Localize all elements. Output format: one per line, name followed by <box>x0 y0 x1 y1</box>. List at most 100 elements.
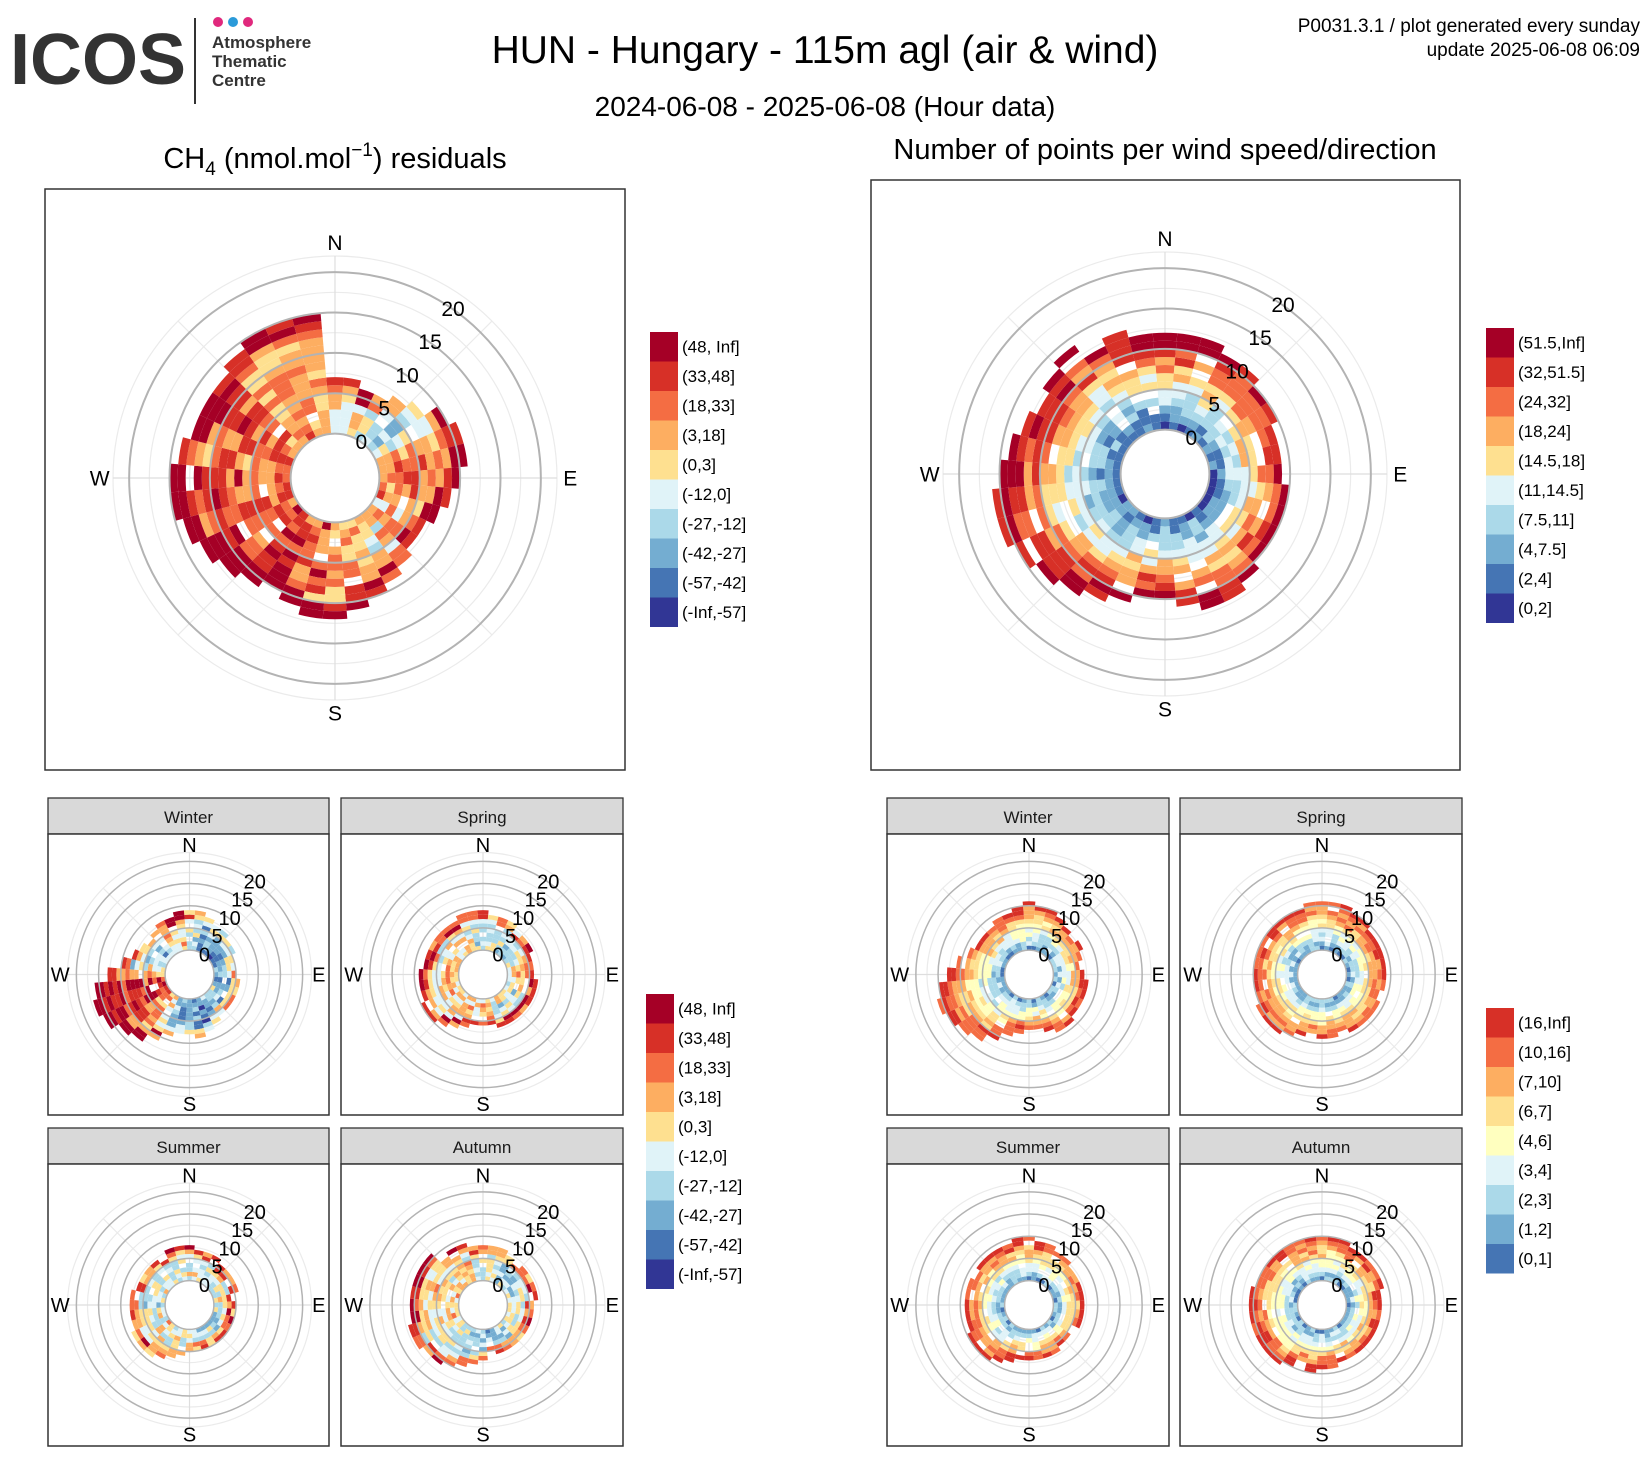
rose-cell <box>504 1254 515 1264</box>
rose-cell <box>328 546 342 555</box>
rose-cell <box>1306 914 1318 921</box>
rose-cell <box>1319 941 1325 946</box>
rose-cell <box>467 1335 475 1342</box>
rose-cell <box>1265 1341 1277 1354</box>
rose-cell <box>1364 929 1375 941</box>
rose-cell <box>365 584 388 599</box>
rose-cell <box>1302 1328 1310 1336</box>
rose-cell <box>179 1006 187 1013</box>
rose-cell <box>1170 532 1183 543</box>
rose-cell <box>206 421 222 446</box>
rose-cell <box>1283 998 1293 1008</box>
rose-cell <box>1295 1328 1303 1336</box>
rose-cell <box>1036 1331 1044 1338</box>
rose-cell <box>1311 1263 1319 1269</box>
rose-cell <box>1194 530 1209 544</box>
rose-cell <box>140 1006 151 1017</box>
rose-cell <box>1110 411 1126 426</box>
rose-cell <box>463 1012 473 1020</box>
rose-cell <box>1078 1290 1085 1301</box>
rose-cell <box>206 396 226 422</box>
rose-cell <box>1348 1007 1359 1017</box>
rose-cell <box>1199 337 1225 354</box>
rose-cell <box>964 1299 970 1311</box>
rose-cell <box>1055 960 1062 968</box>
rose-cell <box>200 1260 210 1267</box>
rose-cell <box>1360 945 1369 955</box>
major-gridline <box>937 882 1121 1067</box>
rose-cell <box>1052 947 1060 956</box>
legend-label: (3,18] <box>678 1088 721 1107</box>
speed-tick-label: 5 <box>1051 1257 1062 1279</box>
rose-cell <box>1056 952 1064 961</box>
rose-cell <box>986 970 992 979</box>
rose-cell <box>1056 1307 1063 1314</box>
rose-cell <box>478 1249 488 1255</box>
rose-cell <box>246 560 268 581</box>
rose-cell <box>1356 1252 1368 1263</box>
rose-cell <box>1008 433 1021 461</box>
rose-cell <box>946 967 952 982</box>
rose-cell <box>1317 1351 1327 1357</box>
rose-cell <box>205 1005 214 1013</box>
rose-cell <box>1057 1302 1063 1308</box>
major-gridline <box>97 1213 282 1397</box>
rose-cell <box>1281 1287 1288 1296</box>
rose-cell <box>153 1313 160 1321</box>
rose-cell <box>485 1332 492 1339</box>
rose-cell <box>156 1004 166 1013</box>
rose-cell <box>1062 971 1067 978</box>
rose-cell <box>1058 941 1068 951</box>
rose-cell <box>1285 1023 1297 1033</box>
rose-cell <box>199 1264 208 1271</box>
rose-cell <box>1182 399 1198 412</box>
rose-cell <box>214 401 233 426</box>
rose-cell <box>378 532 395 548</box>
rose-cell <box>1255 945 1264 958</box>
legend-swatch <box>646 1259 674 1289</box>
rose-cell <box>227 970 232 979</box>
rose-cell <box>1361 1336 1372 1348</box>
rose-cell <box>1257 1288 1265 1300</box>
rose-cell <box>263 395 282 413</box>
rose-cell <box>1184 543 1201 556</box>
rose-cell <box>1336 940 1344 948</box>
rose-cell <box>1080 509 1096 528</box>
legend-label: (-42,-27] <box>678 1206 742 1225</box>
rose-cell <box>391 434 405 449</box>
rose-cell <box>324 594 346 604</box>
rose-cell <box>292 515 305 528</box>
rose-cell <box>1254 482 1266 501</box>
rose-cell <box>286 401 303 416</box>
rose-cell <box>429 1318 437 1329</box>
rose-cell <box>966 990 975 1002</box>
rose-cell <box>1032 932 1040 939</box>
rose-cell <box>211 1016 222 1025</box>
rose-cell <box>1345 955 1353 963</box>
rose-cell <box>507 1266 516 1276</box>
rose-cell <box>192 1267 200 1273</box>
rose-cell <box>1259 935 1270 948</box>
rose-cell <box>504 939 513 948</box>
rose-cell <box>1367 1328 1377 1340</box>
rose-cell <box>217 1307 223 1314</box>
rose-cell <box>265 434 279 449</box>
rose-cell <box>178 932 187 939</box>
rose-cell <box>455 1359 468 1368</box>
major-gridline <box>289 432 381 524</box>
rose-cell <box>1093 360 1116 379</box>
rose-cell <box>971 1279 979 1291</box>
rose-cell <box>1341 1328 1349 1336</box>
speed-tick-label: 0 <box>1038 944 1049 966</box>
rose-cell <box>1001 912 1014 921</box>
rose-cell <box>498 1335 508 1344</box>
rose-cell <box>1011 1008 1020 1016</box>
rose-cell <box>1347 916 1359 926</box>
rose-cell <box>268 493 281 507</box>
rose-cell <box>1052 1250 1064 1260</box>
rose-cell <box>1045 1325 1053 1333</box>
rose-cell <box>490 1331 498 1338</box>
rose-cell <box>982 1300 988 1310</box>
rose-cell <box>1269 929 1280 941</box>
rose-cell <box>1356 1016 1368 1028</box>
